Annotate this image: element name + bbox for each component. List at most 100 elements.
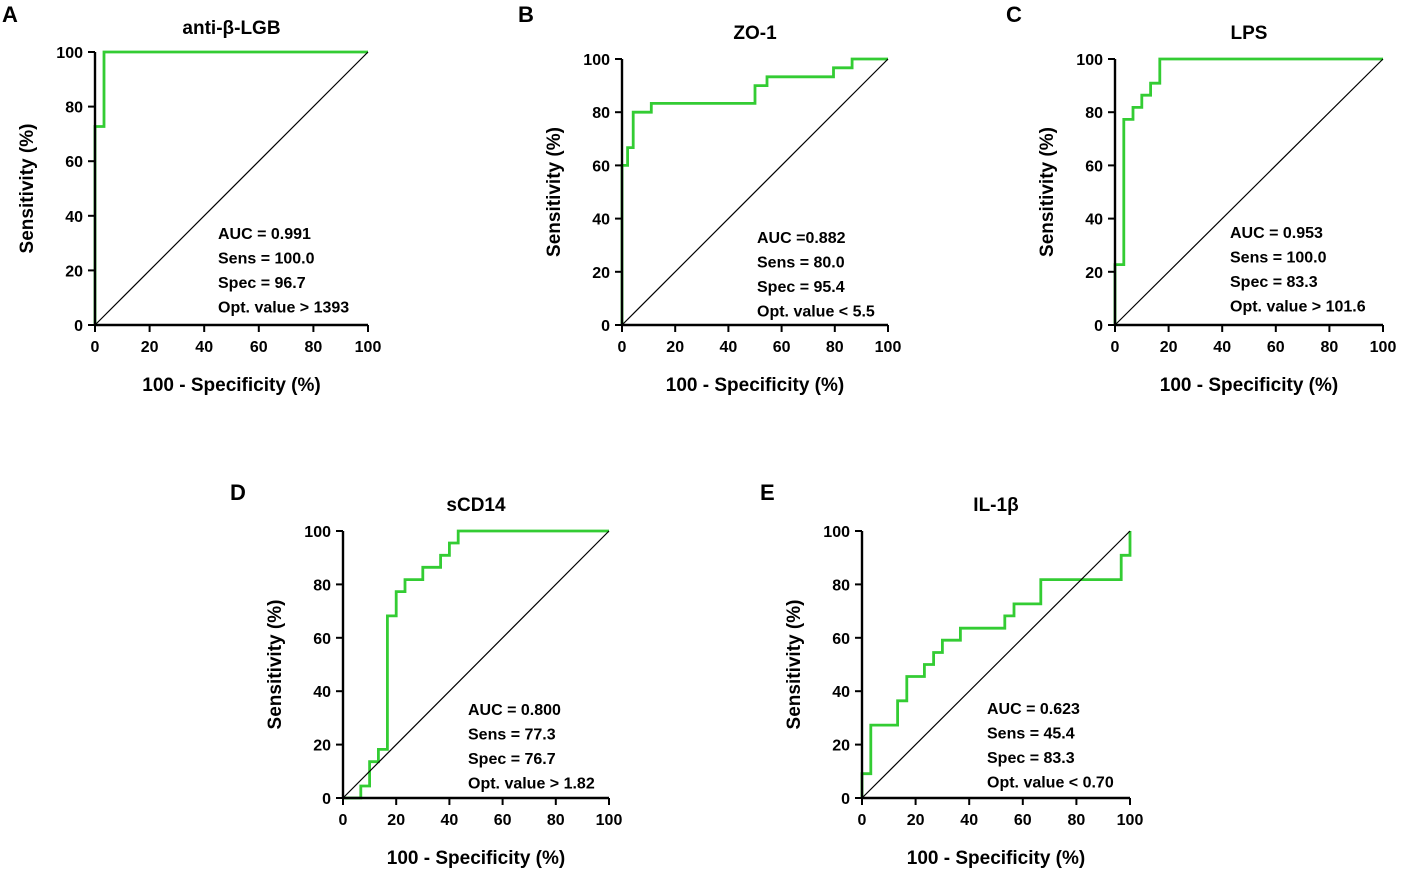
- x-tick-label: 40: [720, 339, 738, 356]
- y-tick-label: 20: [832, 738, 850, 755]
- y-tick-label: 40: [592, 212, 610, 229]
- x-tick-label: 40: [1213, 339, 1231, 356]
- x-tick-label: 60: [1267, 339, 1285, 356]
- reference-line: [621, 58, 889, 326]
- y-tick-label: 100: [56, 45, 83, 62]
- chart-title: anti-β-LGB: [182, 18, 280, 39]
- roc-curve: [1113, 57, 1383, 325]
- panel-letter: E: [760, 480, 775, 505]
- stat-annotation: Opt. value > 101.6: [1230, 299, 1366, 316]
- y-tick-label: 40: [65, 209, 83, 226]
- x-tick-label: 40: [195, 339, 213, 356]
- x-tick-label: 60: [1014, 812, 1032, 829]
- y-tick-label: 80: [65, 100, 83, 117]
- reference-line: [342, 530, 610, 799]
- stat-annotation: Sens = 100.0: [1230, 250, 1327, 267]
- x-tick-label: 80: [826, 339, 844, 356]
- y-tick-label: 0: [74, 318, 83, 335]
- y-tick-label: 60: [65, 154, 83, 171]
- x-tick-label: 60: [250, 339, 268, 356]
- stat-annotation: Opt. value < 0.70: [987, 775, 1114, 792]
- y-tick-label: 0: [841, 791, 850, 808]
- x-tick-label: 80: [547, 812, 565, 829]
- panel-letter: C: [1006, 2, 1022, 27]
- x-tick-label: 60: [494, 812, 512, 829]
- x-tick-label: 100: [355, 339, 382, 356]
- x-axis-label: 100 - Specificity (%): [666, 375, 844, 396]
- reference-line: [1114, 58, 1384, 326]
- x-tick-label: 0: [339, 812, 348, 829]
- stat-annotation: Sens = 100.0: [218, 251, 315, 268]
- y-tick-label: 0: [601, 318, 610, 335]
- roc-curve: [343, 529, 609, 800]
- stat-annotation: AUC = 0.623: [987, 701, 1080, 718]
- panel-letter: A: [2, 2, 18, 27]
- stat-annotation: AUC = 0.991: [218, 226, 311, 243]
- x-tick-label: 100: [596, 812, 623, 829]
- y-tick-label: 40: [313, 684, 331, 701]
- y-tick-label: 40: [1085, 212, 1103, 229]
- chart-title: sCD14: [446, 495, 506, 516]
- y-tick-label: 20: [592, 265, 610, 282]
- stat-annotation: Sens = 45.4: [987, 726, 1075, 743]
- x-tick-label: 100: [1370, 339, 1397, 356]
- chart-title: ZO-1: [733, 23, 777, 44]
- y-tick-label: 60: [1085, 158, 1103, 175]
- chart-title: LPS: [1231, 23, 1268, 44]
- stat-annotation: Opt. value > 1393: [218, 300, 349, 317]
- stat-annotation: Opt. value < 5.5: [757, 304, 875, 321]
- y-tick-label: 0: [1094, 318, 1103, 335]
- stat-annotation: AUC =0.882: [757, 230, 846, 247]
- x-tick-label: 20: [907, 812, 925, 829]
- x-tick-label: 0: [1111, 339, 1120, 356]
- y-axis-label: Sensitivity (%): [544, 127, 565, 257]
- y-tick-label: 0: [322, 791, 331, 808]
- stat-annotation: Spec = 96.7: [218, 275, 306, 292]
- reference-line: [94, 51, 369, 326]
- y-tick-label: 40: [832, 684, 850, 701]
- y-axis-label: Sensitivity (%): [265, 600, 286, 730]
- x-axis-label: 100 - Specificity (%): [387, 848, 565, 869]
- y-tick-label: 80: [832, 577, 850, 594]
- stat-annotation: Spec = 95.4: [757, 279, 845, 296]
- y-tick-label: 20: [65, 263, 83, 280]
- y-axis-label: Sensitivity (%): [1037, 127, 1058, 257]
- x-axis-label: 100 - Specificity (%): [1160, 375, 1338, 396]
- x-tick-label: 100: [1117, 812, 1144, 829]
- y-tick-label: 100: [583, 52, 610, 69]
- x-tick-label: 40: [441, 812, 459, 829]
- y-tick-label: 20: [313, 738, 331, 755]
- x-tick-label: 40: [960, 812, 978, 829]
- stat-annotation: AUC = 0.953: [1230, 225, 1323, 242]
- x-tick-label: 20: [1160, 339, 1178, 356]
- x-axis-label: 100 - Specificity (%): [142, 375, 320, 396]
- stat-annotation: Spec = 76.7: [468, 751, 556, 768]
- x-tick-label: 80: [1068, 812, 1086, 829]
- chart-title: IL-1β: [973, 495, 1018, 516]
- panel-letter: D: [230, 480, 246, 505]
- y-axis-label: Sensitivity (%): [784, 600, 805, 730]
- stat-annotation: AUC = 0.800: [468, 702, 561, 719]
- y-tick-label: 80: [592, 105, 610, 122]
- x-tick-label: 0: [91, 339, 100, 356]
- y-tick-label: 60: [592, 158, 610, 175]
- x-tick-label: 60: [773, 339, 791, 356]
- x-tick-label: 20: [141, 339, 159, 356]
- x-tick-label: 20: [387, 812, 405, 829]
- reference-line: [861, 530, 1131, 799]
- stat-annotation: Opt. value > 1.82: [468, 776, 595, 793]
- y-tick-label: 100: [1076, 52, 1103, 69]
- roc-curve: [860, 531, 1132, 798]
- panel-e: E IL-1β 0 20 40 60 80 100 0 20 40 60 80 100 100 - Spec…: [760, 480, 1143, 869]
- panel-b: B ZO-1 0 20 40 60 80 100 0 20 40 60 80 100 100 - Speci…: [518, 2, 901, 396]
- stat-annotation: Sens = 80.0: [757, 255, 845, 272]
- y-tick-label: 20: [1085, 265, 1103, 282]
- x-tick-label: 20: [666, 339, 684, 356]
- y-tick-label: 100: [823, 524, 850, 541]
- y-tick-label: 60: [832, 631, 850, 648]
- panel-letter: B: [518, 2, 534, 27]
- x-tick-label: 0: [858, 812, 867, 829]
- stat-annotation: Spec = 83.3: [987, 750, 1075, 767]
